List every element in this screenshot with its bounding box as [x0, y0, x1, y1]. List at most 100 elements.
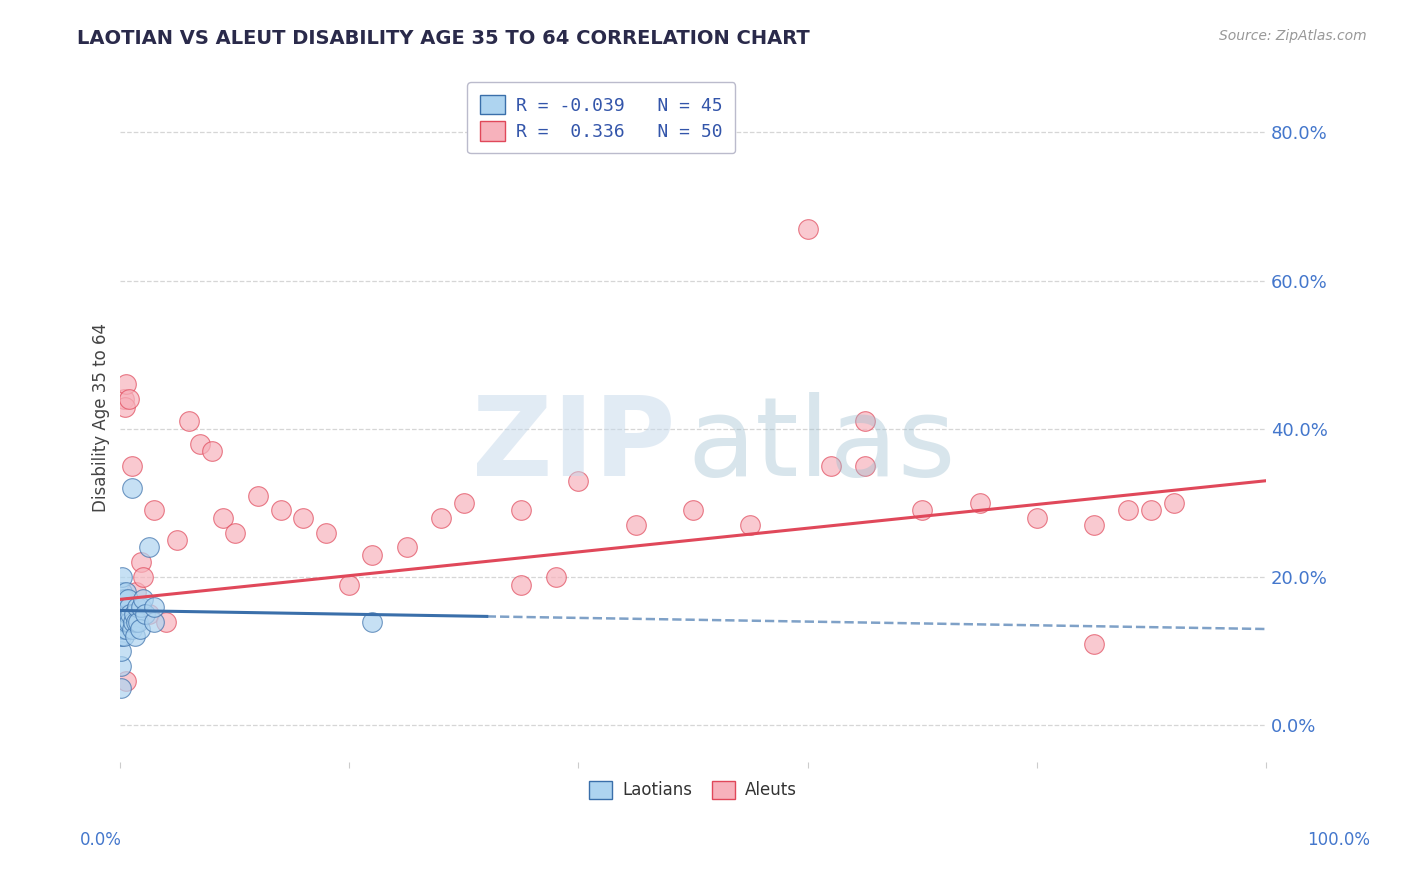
- Point: [624, 518, 647, 533]
- Point: [132, 592, 155, 607]
- Point: [143, 615, 166, 629]
- Point: [853, 414, 876, 428]
- Point: [121, 458, 143, 473]
- Point: [111, 570, 134, 584]
- Legend: Laotians, Aleuts: Laotians, Aleuts: [582, 774, 804, 805]
- Point: [820, 458, 842, 473]
- Point: [111, 622, 134, 636]
- Point: [114, 599, 136, 614]
- Point: [121, 607, 143, 622]
- Point: [166, 533, 188, 547]
- Point: [114, 377, 136, 392]
- Point: [121, 622, 143, 636]
- Point: [138, 541, 160, 555]
- Point: [115, 599, 138, 614]
- Point: [115, 607, 138, 622]
- Point: [114, 592, 136, 607]
- Point: [114, 622, 136, 636]
- Point: [117, 615, 139, 629]
- Point: [143, 503, 166, 517]
- Point: [111, 607, 134, 622]
- Point: [118, 599, 141, 614]
- Point: [177, 414, 200, 428]
- Point: [117, 592, 139, 607]
- Point: [127, 599, 149, 614]
- Point: [117, 607, 139, 622]
- Point: [111, 585, 134, 599]
- Point: [114, 615, 136, 629]
- Point: [124, 629, 146, 643]
- Text: Source: ZipAtlas.com: Source: ZipAtlas.com: [1219, 29, 1367, 44]
- Point: [112, 607, 135, 622]
- Point: [114, 599, 136, 614]
- Point: [969, 496, 991, 510]
- Point: [127, 615, 149, 629]
- Point: [682, 503, 704, 517]
- Point: [143, 599, 166, 614]
- Point: [361, 615, 384, 629]
- Point: [796, 221, 818, 235]
- Point: [911, 503, 934, 517]
- Point: [110, 615, 132, 629]
- Point: [270, 503, 292, 517]
- Point: [155, 615, 177, 629]
- Point: [337, 577, 360, 591]
- Text: LAOTIAN VS ALEUT DISABILITY AGE 35 TO 64 CORRELATION CHART: LAOTIAN VS ALEUT DISABILITY AGE 35 TO 64…: [77, 29, 810, 48]
- Point: [114, 673, 136, 688]
- Point: [120, 607, 142, 622]
- Point: [110, 644, 132, 658]
- Point: [510, 577, 533, 591]
- Point: [112, 615, 135, 629]
- Point: [111, 592, 134, 607]
- Point: [201, 444, 224, 458]
- Point: [188, 436, 211, 450]
- Point: [132, 570, 155, 584]
- Point: [129, 555, 152, 569]
- Text: 0.0%: 0.0%: [80, 831, 122, 849]
- Point: [110, 681, 132, 696]
- Point: [544, 570, 567, 584]
- Point: [740, 518, 762, 533]
- Point: [453, 496, 475, 510]
- Text: atlas: atlas: [688, 392, 956, 499]
- Point: [1140, 503, 1163, 517]
- Point: [122, 607, 145, 622]
- Point: [118, 392, 141, 407]
- Point: [110, 659, 132, 673]
- Y-axis label: Disability Age 35 to 64: Disability Age 35 to 64: [93, 323, 110, 512]
- Point: [510, 503, 533, 517]
- Point: [315, 525, 337, 540]
- Point: [1083, 637, 1105, 651]
- Point: [121, 615, 143, 629]
- Point: [115, 615, 138, 629]
- Point: [112, 392, 135, 407]
- Point: [361, 548, 384, 562]
- Text: 100.0%: 100.0%: [1308, 831, 1369, 849]
- Point: [395, 541, 418, 555]
- Point: [114, 585, 136, 599]
- Point: [246, 489, 269, 503]
- Point: [114, 400, 136, 414]
- Point: [118, 615, 141, 629]
- Point: [138, 607, 160, 622]
- Point: [112, 622, 135, 636]
- Point: [129, 599, 152, 614]
- Point: [224, 525, 246, 540]
- Point: [128, 622, 150, 636]
- Point: [1083, 518, 1105, 533]
- Point: [1118, 503, 1140, 517]
- Text: ZIP: ZIP: [472, 392, 676, 499]
- Point: [567, 474, 589, 488]
- Point: [134, 607, 156, 622]
- Point: [121, 481, 143, 495]
- Point: [212, 511, 235, 525]
- Point: [1025, 511, 1047, 525]
- Point: [111, 599, 134, 614]
- Point: [292, 511, 315, 525]
- Point: [853, 458, 876, 473]
- Point: [112, 599, 135, 614]
- Point: [110, 629, 132, 643]
- Point: [114, 607, 136, 622]
- Point: [125, 585, 148, 599]
- Point: [125, 615, 148, 629]
